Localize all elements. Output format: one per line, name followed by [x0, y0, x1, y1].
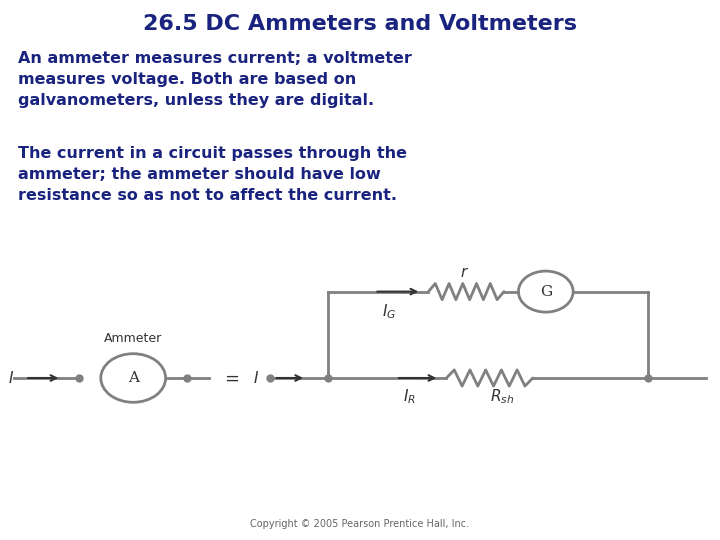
Text: A: A: [127, 371, 139, 385]
Text: An ammeter measures current; a voltmeter
measures voltage. Both are based on
gal: An ammeter measures current; a voltmeter…: [18, 51, 412, 109]
Text: $I$: $I$: [253, 370, 258, 386]
Text: 26.5 DC Ammeters and Voltmeters: 26.5 DC Ammeters and Voltmeters: [143, 14, 577, 33]
Text: Copyright © 2005 Pearson Prentice Hall, Inc.: Copyright © 2005 Pearson Prentice Hall, …: [251, 519, 469, 529]
Text: The current in a circuit passes through the
ammeter; the ammeter should have low: The current in a circuit passes through …: [18, 146, 407, 203]
Text: $r$: $r$: [460, 266, 469, 280]
Text: $I_R$: $I_R$: [403, 388, 416, 407]
Text: $I$: $I$: [8, 370, 14, 386]
Text: $I_G$: $I_G$: [382, 302, 396, 321]
Text: $R_{sh}$: $R_{sh}$: [490, 388, 514, 407]
Text: G: G: [539, 285, 552, 299]
Text: Ammeter: Ammeter: [104, 332, 162, 345]
Text: $=$: $=$: [221, 369, 240, 387]
